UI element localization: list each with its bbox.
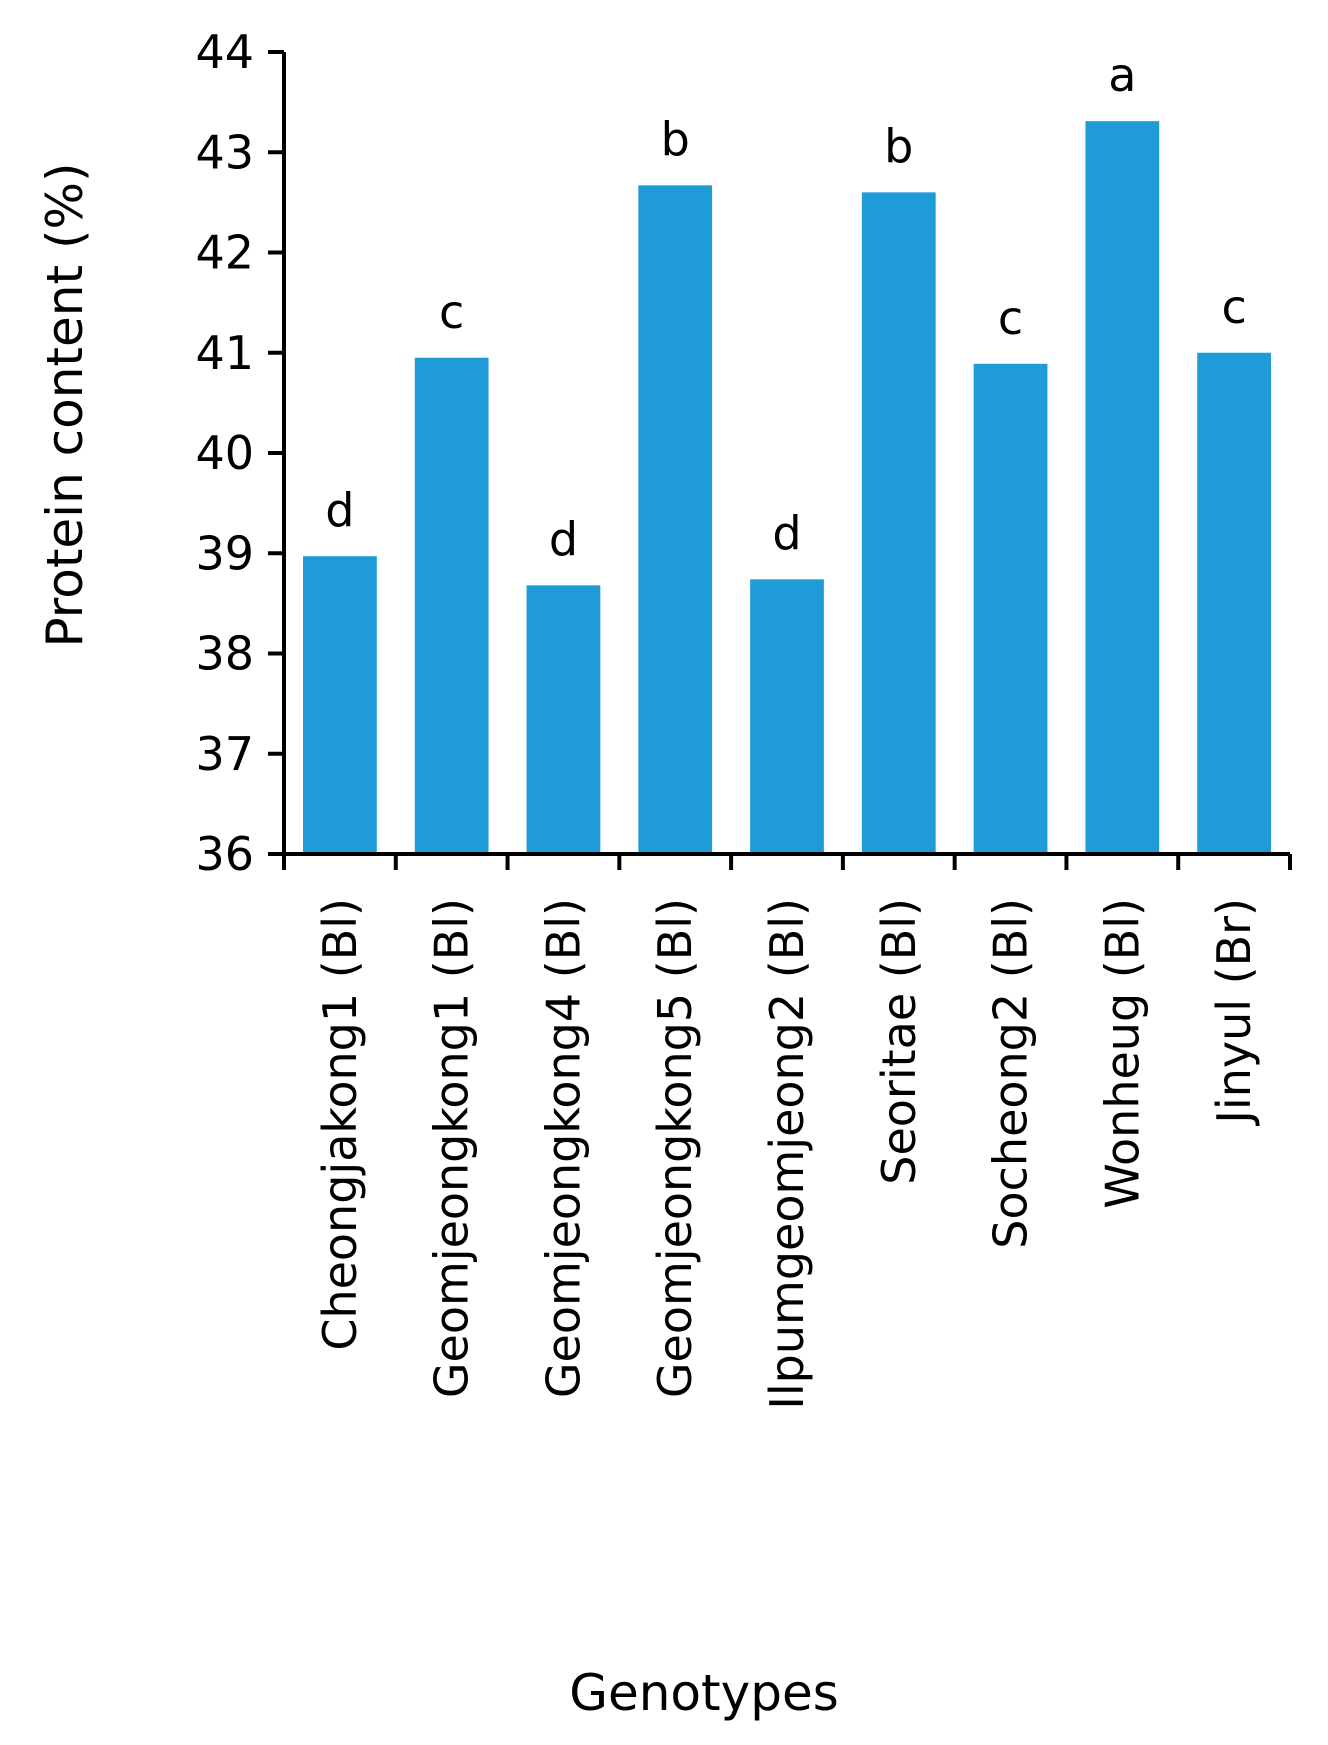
significance-letter: c	[998, 291, 1023, 345]
x-tick-label: Cheongjakong1 (Bl)	[313, 898, 367, 1351]
x-axis-title: Genotypes	[569, 1664, 839, 1722]
x-tick-label: Jinyul (Br)	[1207, 898, 1261, 1127]
y-tick-label: 38	[195, 627, 254, 681]
y-tick-label: 42	[195, 226, 254, 280]
significance-letter: d	[772, 506, 801, 560]
bar	[303, 556, 377, 854]
x-tick-label: Wonheug (Bl)	[1095, 898, 1149, 1209]
significance-letter: b	[661, 112, 690, 166]
x-tick-label: Geomjeongkong4 (Bl)	[536, 898, 590, 1398]
y-tick-label: 39	[195, 526, 254, 580]
y-tick-label: 37	[195, 727, 254, 781]
significance-letter: c	[439, 285, 464, 339]
y-tick-label: 44	[195, 25, 254, 79]
significance-letter: c	[1221, 280, 1246, 334]
y-tick-label: 36	[195, 827, 254, 881]
y-tick-label: 43	[195, 125, 254, 179]
bar	[1085, 121, 1160, 855]
bar	[973, 363, 1048, 854]
bar	[526, 585, 601, 854]
x-tick-label: Geomjeongkong5 (Bl)	[648, 898, 702, 1398]
y-axis-title: Protein content (%)	[36, 162, 94, 647]
bar	[414, 357, 489, 854]
bar	[750, 579, 824, 854]
x-tick-label: Geomjeongkong1 (Bl)	[425, 898, 479, 1398]
significance-letter: d	[325, 483, 354, 537]
significance-letter: a	[1108, 48, 1136, 102]
bar	[861, 192, 936, 855]
x-tick-label: Socheong2 (Bl)	[984, 898, 1038, 1249]
y-tick-label: 40	[195, 426, 254, 480]
bar	[1197, 352, 1271, 854]
y-tick-label: 41	[195, 326, 254, 380]
significance-letter: b	[884, 119, 913, 173]
bar	[638, 185, 713, 854]
x-tick-label: Ilpumgeomjeong2 (Bl)	[760, 898, 814, 1410]
x-tick-label: Seoritae (Bl)	[872, 898, 926, 1185]
significance-letter: d	[549, 512, 578, 566]
